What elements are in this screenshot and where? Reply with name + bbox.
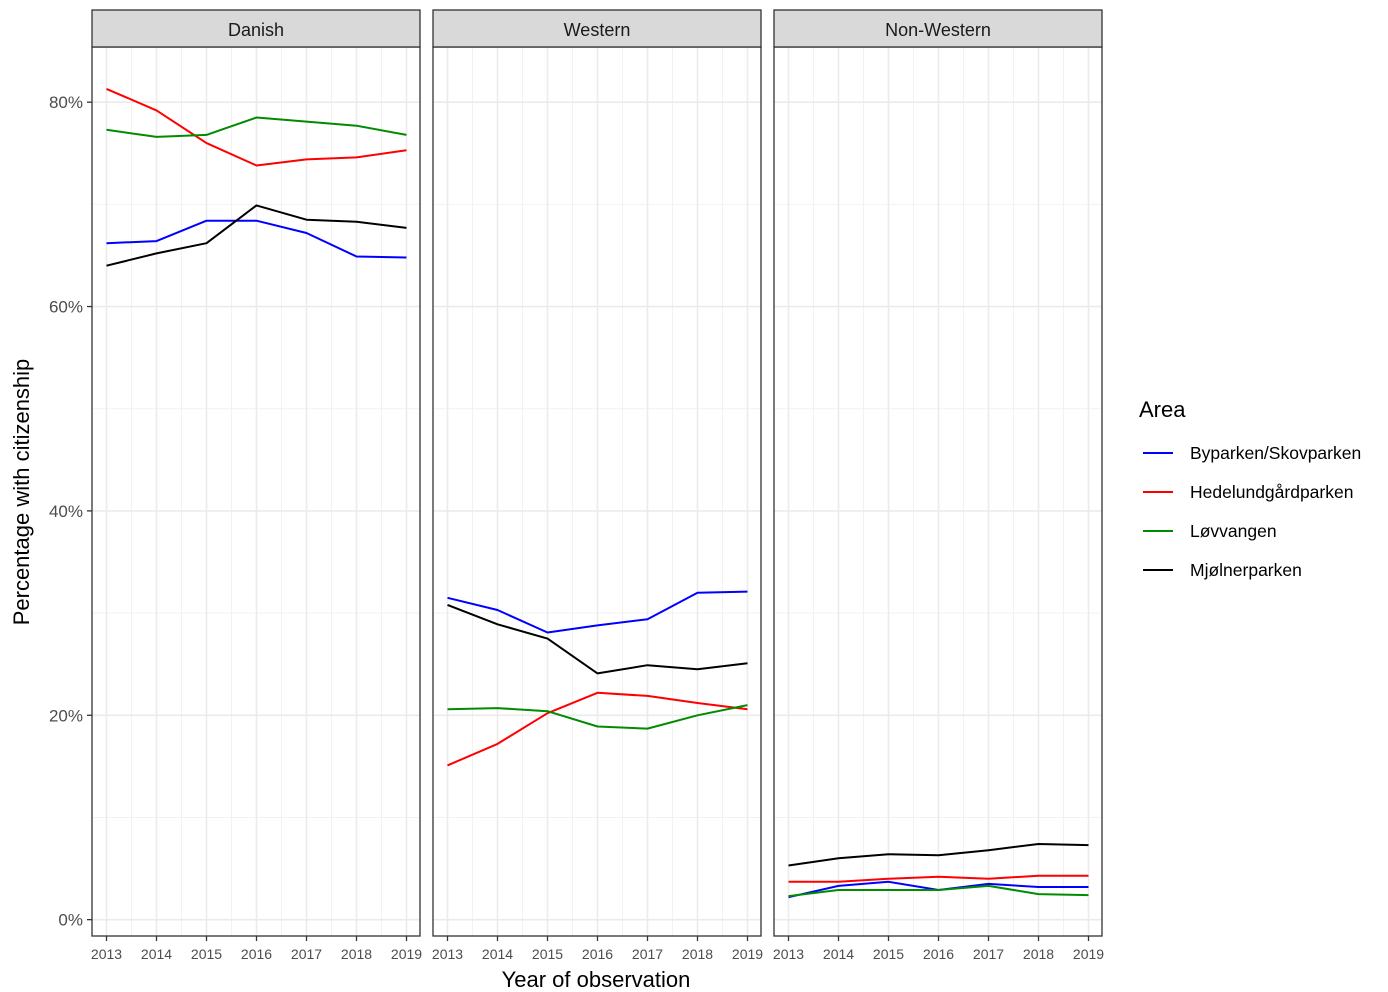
x-tick-label: 2015 xyxy=(532,946,563,962)
y-tick-label: 0% xyxy=(58,911,83,930)
panel-danish: Danish 2013 2014 2015 2016 2017 2018 2019 xyxy=(91,9,422,962)
legend-items: Byparken/Skovparken Hedelundgårdparken Løv… xyxy=(1143,443,1361,580)
series-line-l-vvangen xyxy=(447,704,748,730)
x-tick-label: 2013 xyxy=(91,946,122,962)
series-line-hedelundg-rdparken xyxy=(447,691,748,767)
x-tick-label: 2019 xyxy=(391,946,422,962)
x-tick-label: 2019 xyxy=(732,946,763,962)
series-line-mj-lnerparken xyxy=(788,843,1089,867)
x-tick-label: 2014 xyxy=(823,946,854,962)
series-line-l-vvangen xyxy=(106,116,407,138)
x-tick-label: 2014 xyxy=(482,946,513,962)
x-tick-label: 2013 xyxy=(432,946,463,962)
legend-label: Hedelundgårdparken xyxy=(1190,482,1353,502)
x-tick-label: 2019 xyxy=(1073,946,1104,962)
x-tick-label: 2016 xyxy=(582,946,613,962)
legend-title: Area xyxy=(1139,397,1186,422)
legend-item: Løvvangen xyxy=(1143,521,1277,541)
x-tick-label: 2017 xyxy=(973,946,1004,962)
legend-item: Byparken/Skovparken xyxy=(1143,443,1361,463)
x-tick-label: 2015 xyxy=(873,946,904,962)
facet-strip xyxy=(432,9,762,48)
facet-strip-label: Western xyxy=(564,20,631,40)
x-tick-label: 2014 xyxy=(141,946,172,962)
x-tick-label: 2016 xyxy=(923,946,954,962)
facet-strip xyxy=(91,9,421,48)
x-tick-label: 2018 xyxy=(1023,946,1054,962)
series-line-mj-lnerparken xyxy=(447,603,748,675)
facet-strip-label: Non-Western xyxy=(885,20,991,40)
legend-item: Mjølnerparken xyxy=(1143,560,1302,580)
series-line-byparken-skovparken xyxy=(447,590,748,634)
x-tick-label: 2017 xyxy=(291,946,322,962)
series-line-mj-lnerparken xyxy=(106,204,407,267)
legend-item: Hedelundgårdparken xyxy=(1143,482,1353,502)
y-axis: 0% 20% 40% 60% 80% xyxy=(49,93,92,930)
y-axis-title: Percentage with citizenship xyxy=(9,359,34,626)
panel-western: Western 2013 2014 2015 2016 2017 2018 2019 xyxy=(432,9,763,962)
series-line-hedelundg-rdparken xyxy=(106,87,407,167)
y-tick-label: 20% xyxy=(49,706,83,725)
x-tick-label: 2015 xyxy=(191,946,222,962)
legend-label: Mjølnerparken xyxy=(1190,560,1302,580)
legend-label: Løvvangen xyxy=(1190,521,1277,541)
facet-strip-label: Danish xyxy=(228,20,284,40)
series-line-hedelundg-rdparken xyxy=(788,874,1089,883)
x-tick-label: 2016 xyxy=(241,946,272,962)
x-tick-label: 2017 xyxy=(632,946,663,962)
y-tick-label: 60% xyxy=(49,298,83,317)
panel-non-western: Non-Western 2013 2014 2015 2016 2017 2018 2019 xyxy=(773,9,1104,962)
series-line-byparken-skovparken xyxy=(106,219,407,259)
legend: Area Byparken/Skovparken Hedelundgårdpark… xyxy=(1139,397,1361,580)
x-axis-title: Year of observation xyxy=(502,967,691,992)
y-tick-label: 40% xyxy=(49,502,83,521)
facet-strip xyxy=(773,9,1103,48)
y-tick-label: 80% xyxy=(49,93,83,112)
series-line-l-vvangen xyxy=(788,884,1089,898)
legend-label: Byparken/Skovparken xyxy=(1190,443,1361,463)
x-tick-label: 2013 xyxy=(773,946,804,962)
x-tick-label: 2018 xyxy=(682,946,713,962)
x-tick-label: 2018 xyxy=(341,946,372,962)
